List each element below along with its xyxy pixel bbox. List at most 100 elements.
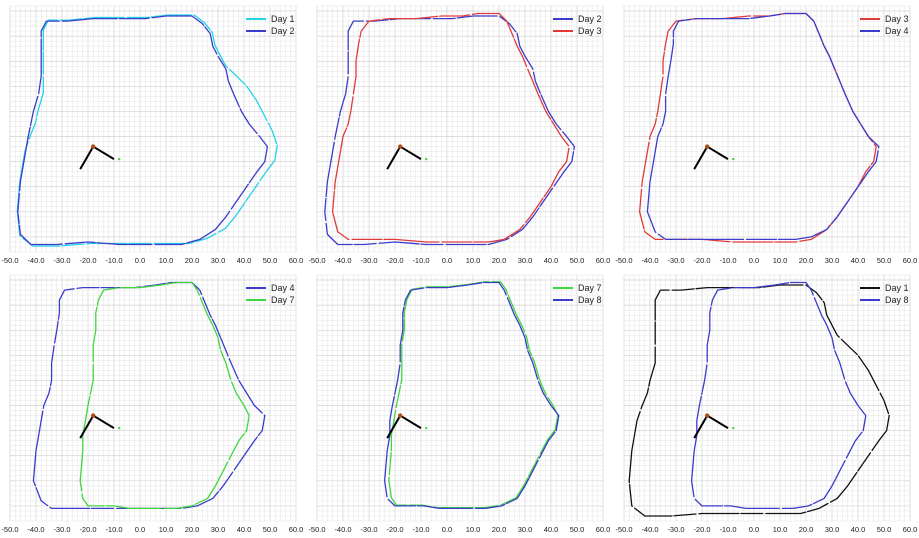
robot-center-dot xyxy=(705,413,710,418)
x-tick-label: 40.0 xyxy=(851,256,866,265)
x-tick-label: -10.0 xyxy=(719,256,736,265)
chart-svg: -50.0 -40.0 -30.0 -20.0 -10.0 0.0 10.0 20.0 30.0… xyxy=(308,5,611,265)
x-tick-label: -20.0 xyxy=(79,525,96,534)
legend-label: Day 4 xyxy=(271,283,295,293)
robot-arm-right xyxy=(92,145,115,160)
legend-label: Day 1 xyxy=(885,283,909,293)
legend: Day 2 Day 3 xyxy=(553,14,602,36)
legend-label: Day 7 xyxy=(578,283,602,293)
robot-center-dot xyxy=(91,144,96,149)
legend-label: Day 4 xyxy=(885,26,909,36)
x-tick-label: -30.0 xyxy=(667,525,684,534)
x-tick-label: -50.0 xyxy=(1,256,18,265)
series-line-day-2 xyxy=(17,15,269,246)
x-tick-label: 0.0 xyxy=(749,525,759,534)
x-tick-label: 60.0 xyxy=(596,256,611,265)
x-tick-label: 20.0 xyxy=(185,256,200,265)
series-line-day-4 xyxy=(646,12,880,241)
x-tick-label: -50.0 xyxy=(308,525,325,534)
x-tick-label: -50.0 xyxy=(615,256,632,265)
chart-svg: -50.0 -40.0 -30.0 -20.0 -10.0 0.0 10.0 20.0 30.0… xyxy=(615,274,918,534)
x-tick-label: -10.0 xyxy=(412,256,429,265)
x-tick-label: 40.0 xyxy=(851,525,866,534)
x-tick-label: 30.0 xyxy=(518,525,533,534)
robot-arm-right xyxy=(706,145,729,160)
chart-svg: -50.0 -40.0 -30.0 -20.0 -10.0 0.0 10.0 20.0 30.0… xyxy=(1,5,303,265)
x-tick-label: -30.0 xyxy=(53,525,70,534)
robot-tip-dot xyxy=(425,157,428,161)
legend-label: Day 8 xyxy=(578,295,602,305)
x-tick-label: 30.0 xyxy=(518,256,533,265)
grid xyxy=(623,5,911,253)
series-line-day-1 xyxy=(16,14,278,247)
series-line-day-1 xyxy=(628,284,890,517)
x-tick-label: 0.0 xyxy=(442,256,452,265)
x-tick-label: 30.0 xyxy=(825,256,840,265)
robot-marker xyxy=(693,144,735,170)
x-tick-label: 0.0 xyxy=(135,525,145,534)
series-line-day-8 xyxy=(383,281,560,510)
robot-center-dot xyxy=(398,144,403,149)
grid xyxy=(316,274,604,522)
x-tick-label: 10.0 xyxy=(466,525,481,534)
x-tick-label: 50.0 xyxy=(570,525,585,534)
x-tick-label: -40.0 xyxy=(641,525,658,534)
x-tick-label: 0.0 xyxy=(749,256,759,265)
x-tick-label: -50.0 xyxy=(308,256,325,265)
x-tick-label: 20.0 xyxy=(799,256,814,265)
series-line-day-7 xyxy=(79,281,250,510)
robot-marker xyxy=(386,144,428,170)
robot-tip-dot xyxy=(118,426,121,430)
chart-panel-4: -50.0 -40.0 -30.0 -20.0 -10.0 0.0 10.0 20.0 30.0… xyxy=(0,269,306,538)
robot-arm-left xyxy=(386,415,402,439)
x-tick-label: 20.0 xyxy=(492,256,507,265)
x-tick-label: -30.0 xyxy=(360,256,377,265)
chart-panel-1: -50.0 -40.0 -30.0 -20.0 -10.0 0.0 10.0 20.0 30.0… xyxy=(0,0,306,269)
x-tick-label: 60.0 xyxy=(903,256,918,265)
series-line-day-2 xyxy=(324,15,576,246)
grid xyxy=(623,274,911,522)
x-tick-label: -40.0 xyxy=(334,256,351,265)
x-tick-label: 40.0 xyxy=(237,256,252,265)
x-tick-label: 50.0 xyxy=(263,525,278,534)
x-tick-label: -20.0 xyxy=(693,525,710,534)
robot-center-dot xyxy=(398,413,403,418)
x-tick-label: 30.0 xyxy=(211,256,226,265)
robot-arm-left xyxy=(693,415,709,439)
robot-tip-dot xyxy=(732,157,735,161)
grid xyxy=(9,274,297,522)
grid xyxy=(9,5,297,253)
robot-tip-dot xyxy=(732,426,735,430)
x-tick-label: -30.0 xyxy=(667,256,684,265)
x-tick-label: -40.0 xyxy=(27,525,44,534)
x-tick-label: 30.0 xyxy=(211,525,226,534)
series-line-day-7 xyxy=(388,281,559,509)
chart-panel-5: -50.0 -40.0 -30.0 -20.0 -10.0 0.0 10.0 20.0 30.0… xyxy=(307,269,613,538)
grid xyxy=(316,5,604,253)
x-tick-label: 10.0 xyxy=(159,525,174,534)
chart-panel-2: -50.0 -40.0 -30.0 -20.0 -10.0 0.0 10.0 20.0 30.0… xyxy=(307,0,613,269)
robot-marker xyxy=(79,144,121,170)
chart-svg: -50.0 -40.0 -30.0 -20.0 -10.0 0.0 10.0 20.0 30.0… xyxy=(1,274,303,534)
x-tick-label: 10.0 xyxy=(773,525,788,534)
x-tick-label: -30.0 xyxy=(53,256,70,265)
chart-svg: -50.0 -40.0 -30.0 -20.0 -10.0 0.0 10.0 20.0 30.0… xyxy=(615,5,918,265)
robot-arm-right xyxy=(399,145,422,160)
x-tick-label: 40.0 xyxy=(544,256,559,265)
x-tick-label: -20.0 xyxy=(386,525,403,534)
legend-label: Day 3 xyxy=(578,26,602,36)
x-tick-label: 0.0 xyxy=(442,525,452,534)
robot-arm-right xyxy=(92,414,115,429)
robot-marker xyxy=(693,413,735,439)
robot-arm-right xyxy=(706,414,729,429)
robot-marker xyxy=(386,413,428,439)
x-tick-label: -40.0 xyxy=(27,256,44,265)
robot-tip-dot xyxy=(118,157,121,161)
x-tick-label: 50.0 xyxy=(263,256,278,265)
x-tick-label: -10.0 xyxy=(412,525,429,534)
robot-marker xyxy=(79,413,121,439)
legend: Day 1 Day 8 xyxy=(860,283,909,305)
x-tick-label: 60.0 xyxy=(903,525,918,534)
legend-label: Day 2 xyxy=(578,14,602,24)
